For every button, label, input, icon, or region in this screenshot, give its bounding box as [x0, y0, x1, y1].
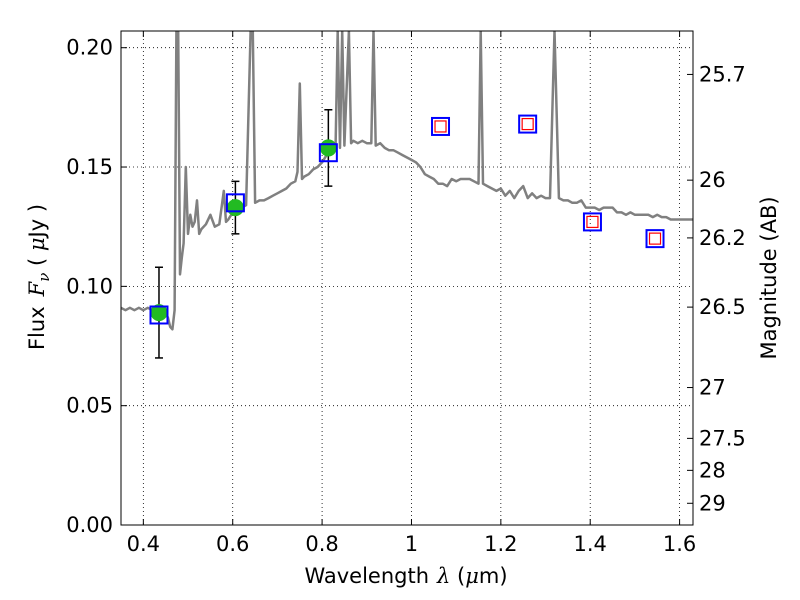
grid	[121, 31, 693, 526]
y2-tick-label: 25.7	[699, 62, 746, 86]
model-photometry-point	[582, 212, 602, 232]
upper-limit-point	[521, 117, 534, 131]
y-tick-label: 0.05	[66, 394, 113, 418]
model-photometry-point	[318, 143, 338, 163]
y2-tick-label: 29	[699, 491, 726, 515]
points-layer	[149, 109, 665, 359]
axis-ticks: 0.4 0.6 0.8 1 1.2 1.4 1.6 0.00 0.05 0.10 0.15 0.20 2…	[66, 31, 746, 556]
y2-axis-title: Magnitude (AB)	[757, 196, 781, 359]
model-photometry-point	[645, 229, 665, 249]
y-axis-title: FluxFν ( μJy )	[25, 204, 53, 350]
y2-tick-label: 28	[699, 458, 726, 482]
x-tick-label: 0.8	[305, 532, 338, 556]
y2-tick-label: 27.5	[699, 426, 746, 450]
y-tick-label: 0.00	[66, 513, 113, 537]
x-tick-label: 1.2	[484, 532, 517, 556]
y-tick-label: 0.15	[66, 155, 113, 179]
model-photometry-point	[149, 305, 169, 325]
y2-tick-label: 26	[699, 168, 726, 192]
spectrum-line	[121, 31, 693, 331]
upper-limit-point	[648, 232, 662, 245]
y-tick-label: 0.10	[66, 274, 113, 298]
x-tick-label: 1.6	[663, 532, 696, 556]
y2-tick-label: 26.2	[699, 226, 746, 250]
upper-limit-point	[434, 120, 447, 133]
model-photometry-point	[518, 114, 538, 134]
model-photometry-point	[225, 193, 245, 213]
x-tick-label: 0.4	[127, 532, 160, 556]
plot-frame	[120, 30, 694, 526]
observed-point	[319, 139, 337, 157]
x-tick-label: 0.6	[216, 532, 249, 556]
x-tick-label: 1	[405, 532, 418, 556]
y-tick-label: 0.20	[66, 36, 113, 60]
x-axis-title: Wavelength λ (μm)	[304, 564, 507, 588]
y2-tick-label: 26.5	[699, 295, 746, 319]
y2-tick-label: 27	[699, 376, 726, 400]
upper-limit-point	[586, 215, 599, 229]
spectrum-layer	[121, 31, 693, 331]
x-tick-label: 1.4	[574, 532, 607, 556]
model-photometry-point	[431, 116, 451, 136]
observed-point	[226, 199, 244, 217]
